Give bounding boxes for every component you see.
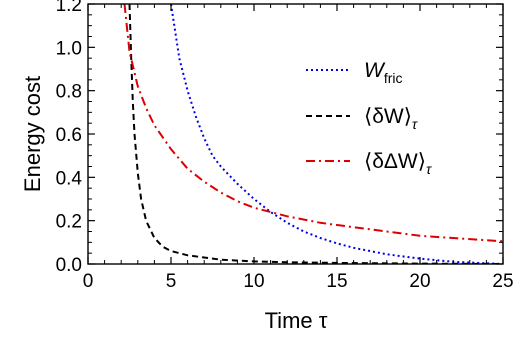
x-tick-label: 15 (326, 271, 347, 292)
y-tick-label: 0.6 (56, 125, 82, 146)
series-line-0 (170, 4, 503, 264)
legend-label-sub: fric (384, 70, 403, 86)
ticks-layer: 0 5 10 15 20 25 0.0 0.2 0.4 0.6 0.8 1.0 1.2 (56, 0, 514, 292)
y-tick-label: 0.0 (56, 255, 82, 276)
x-tick-label: 5 (166, 271, 177, 292)
legend: Wfric⟨δW⟩τ⟨δΔW⟩τ (306, 59, 432, 177)
x-tick-label: 20 (409, 271, 430, 292)
legend-label-sub: τ (426, 161, 432, 177)
y-tick-label: 1.2 (56, 0, 82, 16)
x-axis-label: Time τ (265, 308, 328, 333)
x-tick-label: 0 (83, 271, 94, 292)
legend-label-1: ⟨δW⟩τ (364, 105, 418, 132)
y-axis-label: Energy cost (20, 76, 45, 192)
series-layer (123, 4, 503, 264)
x-tick-label: 25 (492, 271, 513, 292)
y-tick-label: 0.4 (56, 168, 83, 189)
legend-label-main: W (364, 59, 386, 82)
legend-label-main: ⟨δW⟩ (364, 105, 412, 128)
series-line-1 (128, 4, 503, 264)
x-tick-label: 10 (243, 271, 264, 292)
legend-label-main: ⟨δΔW⟩ (364, 150, 426, 173)
legend-label-sub: τ (412, 116, 418, 132)
y-tick-label: 1.0 (56, 38, 82, 59)
legend-label-2: ⟨δΔW⟩τ (364, 150, 432, 177)
legend-label-0: Wfric (364, 59, 403, 86)
plot-frame (87, 3, 504, 265)
series-line-2 (123, 4, 503, 243)
y-tick-label: 0.8 (56, 82, 82, 103)
y-tick-label: 0.2 (56, 212, 82, 233)
